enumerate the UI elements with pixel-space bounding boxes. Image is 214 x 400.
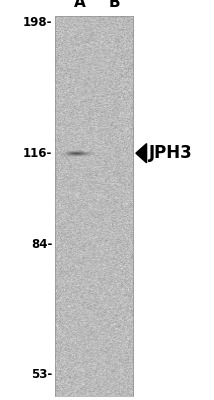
- Text: B: B: [109, 0, 120, 10]
- Text: A: A: [74, 0, 86, 10]
- Text: JPH3: JPH3: [149, 144, 192, 162]
- Text: 53-: 53-: [31, 368, 52, 380]
- Text: 198-: 198-: [23, 16, 52, 29]
- FancyArrow shape: [136, 144, 147, 163]
- Text: 116-: 116-: [23, 147, 52, 160]
- Text: 84-: 84-: [31, 238, 52, 250]
